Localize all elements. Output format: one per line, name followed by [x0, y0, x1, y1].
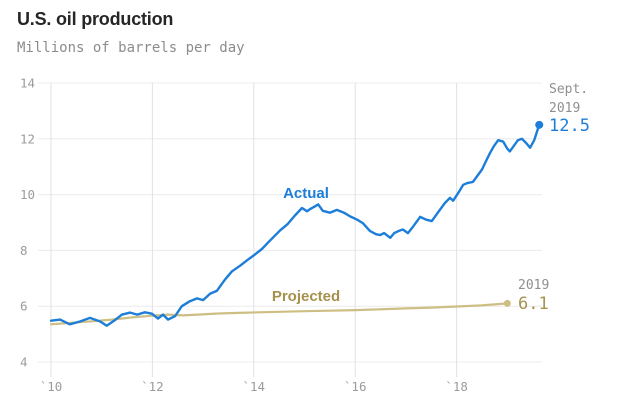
actual-annotation-year: 2019: [549, 101, 580, 116]
actual-endpoint-dot: [535, 120, 544, 129]
y-axis-tick-label: 6: [20, 299, 28, 314]
projected-annotation-year: 2019: [518, 278, 549, 293]
x-axis-tick-label: `16: [344, 379, 367, 394]
y-axis-tick-label: 12: [20, 131, 35, 146]
gridlines: [38, 82, 542, 377]
axis-tick-labels: 14 12 10 8 6 4 `10 `12 `14 `16 `18: [20, 76, 468, 395]
y-axis-tick-label: 4: [20, 355, 28, 370]
projected-line: [49, 302, 509, 326]
data-series: [49, 120, 544, 327]
actual-line: [49, 123, 541, 327]
page-title: U.S. oil production: [17, 9, 174, 29]
y-axis-tick-label: 8: [20, 243, 28, 258]
actual-annotation-value: 12.5: [549, 116, 590, 136]
x-axis-tick-label: `12: [141, 379, 164, 394]
x-axis-tick-label: `18: [445, 379, 468, 394]
y-axis-tick-label: 10: [20, 187, 35, 202]
projected-annotation-value: 6.1: [518, 294, 549, 314]
projected-endpoint-dot: [503, 299, 511, 307]
x-axis-tick-label: `14: [243, 379, 266, 394]
y-axis-tick-label: 14: [20, 76, 35, 91]
chart-subtitle: Millions of barrels per day: [17, 40, 245, 56]
x-axis-tick-label: `10: [40, 379, 63, 394]
actual-series-label: Actual: [283, 185, 329, 202]
actual-annotation-month: Sept.: [549, 82, 588, 97]
projected-series-label: Projected: [272, 288, 340, 305]
